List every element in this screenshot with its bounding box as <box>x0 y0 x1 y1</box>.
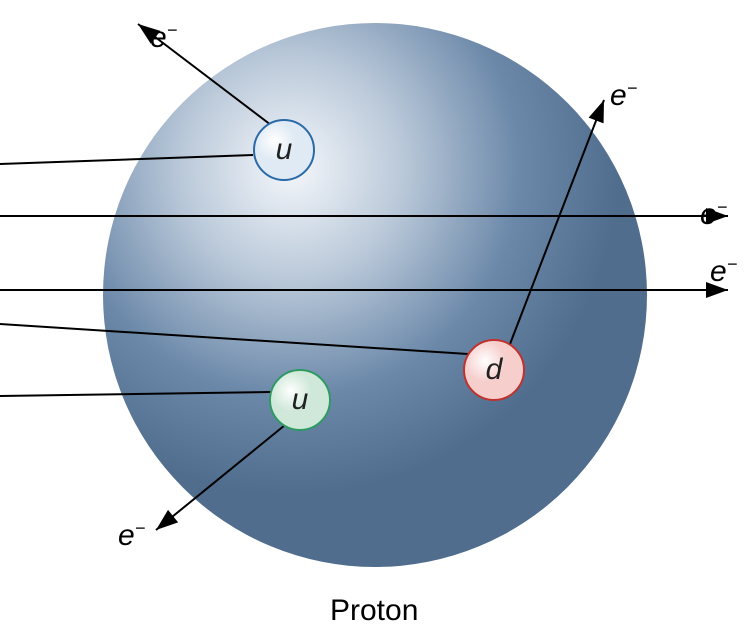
electron-out-5-head <box>156 510 178 530</box>
diagram-svg <box>0 0 750 637</box>
quark-u2 <box>270 370 330 430</box>
diagram-stage: u u d e− e− e− e− e− Proton <box>0 0 750 637</box>
caption-proton: Proton <box>330 594 418 628</box>
electron-out-4-head <box>589 100 604 123</box>
quark-d <box>464 340 524 400</box>
electron-out-1-head <box>138 24 160 44</box>
electron-out-3-head <box>706 282 728 298</box>
quark-u1 <box>254 120 314 180</box>
electron-out-2-head <box>706 208 728 224</box>
proton-sphere <box>103 23 647 567</box>
